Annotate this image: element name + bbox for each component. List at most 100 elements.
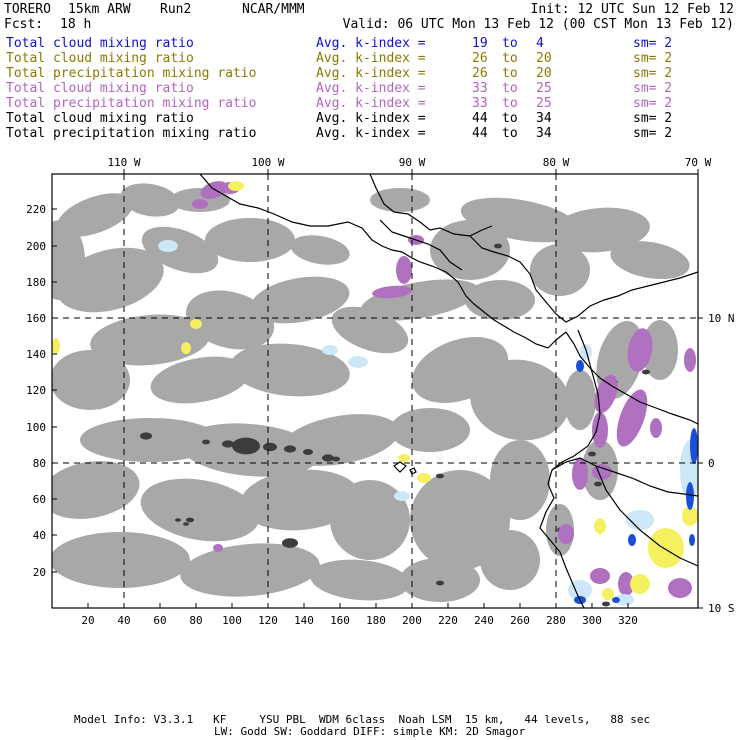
kindex-from: 19 — [472, 36, 488, 51]
x-tick-label: 80 — [189, 614, 202, 627]
peru-border — [595, 465, 698, 567]
yellow-cloud — [602, 588, 614, 600]
blue-cloud-core — [686, 482, 694, 510]
lon-label: 110 W — [107, 156, 140, 169]
field-name: Total cloud mixing ratio — [6, 111, 194, 126]
y-tick-label: 120 — [26, 384, 46, 397]
cloud-region — [490, 440, 550, 520]
cloud-region — [80, 418, 220, 462]
heavy-cloud-core — [232, 437, 260, 455]
cloud-region — [230, 343, 350, 397]
blue-cloud-core — [612, 597, 620, 603]
lat-label: 10 S — [708, 602, 735, 615]
purple-precip — [618, 572, 634, 596]
heavy-cloud-core — [642, 369, 650, 375]
light-blue-cloud — [348, 356, 368, 368]
heavy-cloud-core — [322, 454, 334, 462]
map-frame — [51, 173, 699, 609]
cloud-region — [56, 193, 134, 237]
heavy-cloud-core — [303, 449, 313, 455]
kindex-to: 34 — [536, 111, 552, 126]
kindex-label: Avg. k-index = — [316, 51, 426, 66]
yellow-cloud — [417, 473, 431, 483]
cloud-region — [480, 530, 540, 590]
smoothing-label: sm= 2 — [633, 66, 673, 81]
x-tick-label: 40 — [117, 614, 130, 627]
footer-physics-info: LW: Godd SW: Goddard DIFF: simple KM: 2D… — [214, 725, 526, 738]
kindex-from: 26 — [472, 51, 488, 66]
smoothing-label: sm= 2 — [633, 96, 673, 111]
purple-precip — [684, 348, 696, 372]
kindex-to: 25 — [536, 81, 552, 96]
cloud-region — [250, 276, 350, 324]
heavy-cloud-core — [436, 473, 444, 479]
yellow-cloud — [398, 454, 410, 462]
galapagos-isle-2 — [409, 467, 417, 475]
kindex-to: 20 — [536, 51, 552, 66]
field-name: Total cloud mixing ratio — [6, 36, 194, 51]
cloud-region — [400, 558, 480, 602]
cloud-region — [52, 350, 130, 410]
field-name: Total cloud mixing ratio — [6, 51, 194, 66]
x-tick-label: 300 — [582, 614, 602, 627]
purple-precip — [590, 568, 610, 584]
yellow-cloud — [594, 518, 606, 534]
y-tick-label: 160 — [26, 312, 46, 325]
x-tick-label: 120 — [258, 614, 278, 627]
cloud-region — [470, 359, 570, 441]
kindex-to: 25 — [536, 96, 552, 111]
kindex-to: 34 — [536, 126, 552, 141]
cloud-region — [52, 461, 140, 519]
cloud-region — [52, 532, 190, 588]
model-resolution: 15km ARW — [68, 2, 131, 17]
y-tick-label: 180 — [26, 276, 46, 289]
x-tick-label: 200 — [402, 614, 422, 627]
y-tick-label: 200 — [26, 240, 46, 253]
cloud-region — [240, 469, 360, 531]
yellow-cloud — [52, 338, 60, 354]
y-tick-label: 100 — [26, 421, 46, 434]
y-tick-label: 40 — [33, 529, 46, 542]
kindex-label: Avg. k-index = — [316, 96, 426, 111]
cloud-region — [610, 240, 690, 280]
purple-precip — [572, 458, 588, 490]
cloud-region — [390, 408, 470, 452]
kindex-label: Avg. k-index = — [316, 36, 426, 51]
kindex-to-word: to — [502, 36, 518, 51]
lon-label: 80 W — [543, 156, 570, 169]
lat-lon-grid — [52, 174, 698, 608]
purple-precip — [592, 464, 612, 480]
light-blue-cloud — [614, 594, 634, 606]
field-name: Total cloud mixing ratio — [6, 81, 194, 96]
lat-label: 0 — [708, 457, 715, 470]
blue-cloud-core — [576, 360, 584, 372]
heavy-cloud-core — [282, 538, 298, 548]
cloud-region — [150, 356, 250, 404]
heavy-cloud-core — [494, 243, 502, 249]
heavy-cloud-core — [284, 445, 296, 453]
central-america-border — [379, 219, 463, 271]
heavy-cloud-core — [183, 522, 189, 526]
x-tick-label: 260 — [510, 614, 530, 627]
field-name: Total precipitation mixing ratio — [6, 126, 257, 141]
heavy-cloud-core — [436, 580, 444, 586]
kindex-label: Avg. k-index = — [316, 111, 426, 126]
light-blue-cloud — [568, 580, 592, 600]
x-tick-label: 20 — [81, 614, 94, 627]
coastlines — [199, 174, 698, 608]
y-tick-label: 60 — [33, 493, 46, 506]
kindex-from: 33 — [472, 96, 488, 111]
purple-precip — [668, 578, 692, 598]
y-tick-label: 140 — [26, 348, 46, 361]
kindex-to: 4 — [536, 36, 544, 51]
kindex-to-word: to — [502, 81, 518, 96]
heavy-cloud-core — [222, 440, 234, 448]
purple-precip — [200, 181, 228, 199]
kindex-from: 26 — [472, 66, 488, 81]
smoothing-label: sm= 2 — [633, 36, 673, 51]
kindex-to-word: to — [502, 111, 518, 126]
cloud-region — [530, 244, 590, 296]
x-tick-label: 140 — [294, 614, 314, 627]
smoothing-label: sm= 2 — [633, 51, 673, 66]
field-name: Total precipitation mixing ratio — [6, 66, 257, 81]
